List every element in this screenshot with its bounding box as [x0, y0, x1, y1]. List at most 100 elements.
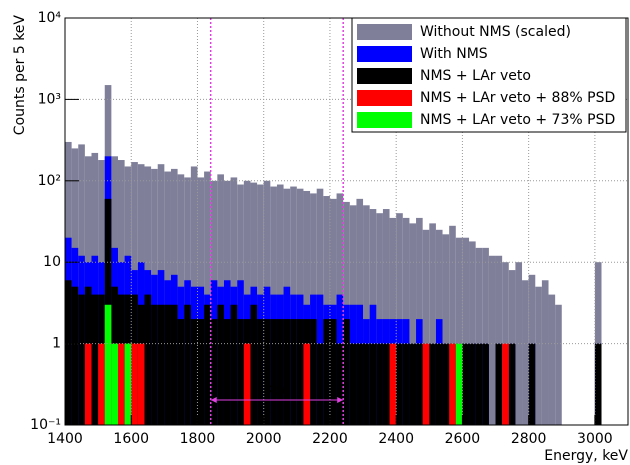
histogram-bar	[144, 294, 152, 425]
histogram-bar	[323, 319, 330, 425]
histogram-bar	[541, 280, 549, 425]
histogram-bar	[283, 319, 291, 425]
histogram-bar	[310, 319, 317, 425]
histogram-bar	[409, 343, 417, 425]
y-tick-label: 10⁻¹	[30, 417, 61, 433]
legend-swatch	[357, 24, 412, 40]
legend-swatch	[357, 46, 412, 62]
histogram-bar	[422, 343, 430, 425]
histogram-bar	[488, 255, 496, 425]
histogram-bar	[217, 304, 224, 425]
histogram-bar	[276, 319, 284, 425]
histogram-bar	[349, 343, 357, 425]
histogram-bar	[455, 343, 463, 425]
histogram-bar	[495, 255, 503, 425]
histogram-bar	[204, 304, 211, 425]
histogram-bar	[237, 319, 244, 425]
y-tick-label: 10³	[38, 91, 61, 107]
histogram-bar	[522, 280, 529, 425]
histogram-bar	[429, 343, 436, 425]
histogram-bar	[343, 319, 350, 425]
histogram-bar	[84, 343, 92, 425]
legend-swatch	[357, 68, 412, 84]
histogram-bar	[263, 319, 271, 425]
histogram-bar	[356, 343, 364, 425]
x-tick-label: 1600	[113, 431, 149, 447]
plot-frame	[64, 17, 629, 426]
histogram-bar	[98, 343, 105, 425]
histogram-bar	[469, 241, 476, 425]
histogram-bar	[475, 343, 483, 425]
x-tick-label: 2200	[312, 431, 348, 447]
x-axis-label: Energy, keV	[544, 448, 628, 464]
histogram-bar	[270, 319, 277, 425]
histogram-bar	[177, 319, 185, 425]
histogram-bar	[223, 319, 231, 425]
histogram-bar	[329, 319, 337, 425]
histogram-bar	[528, 343, 536, 425]
histogram-bar	[475, 247, 483, 425]
histogram-bar	[508, 343, 516, 425]
y-tick-label: 10²	[38, 173, 61, 189]
histogram-bar	[409, 223, 417, 425]
histogram-bar	[482, 343, 489, 425]
histogram-bar	[363, 343, 370, 425]
histogram-bar	[197, 319, 205, 425]
y-axis-label: Counts per 5 keV	[12, 15, 28, 136]
roi-label: ROI	[265, 384, 290, 400]
histogram-bar	[117, 343, 125, 425]
histogram-bar	[210, 319, 218, 425]
x-tick-label: 2800	[511, 431, 547, 447]
histogram-bar	[296, 319, 304, 425]
legend-label: NMS + LAr veto + 88% PSD	[420, 90, 615, 106]
histogram-bar	[290, 319, 297, 425]
x-tick-label: 1800	[180, 431, 216, 447]
histogram-bar	[71, 286, 79, 425]
histogram-bar	[469, 343, 476, 425]
histogram-bar	[250, 304, 258, 425]
histogram-bar	[91, 294, 99, 425]
histogram-bar	[535, 286, 542, 425]
histogram-bar	[462, 343, 470, 425]
histogram-bar	[389, 343, 397, 425]
histogram-bar	[594, 343, 602, 425]
histogram-bar	[455, 237, 463, 425]
legend-label: With NMS	[420, 46, 488, 62]
legend-swatch	[357, 90, 412, 106]
legend-swatch	[357, 112, 412, 128]
histogram-bar	[230, 304, 238, 425]
histogram-bar	[243, 343, 251, 425]
histogram-bar	[78, 294, 85, 425]
x-tick-label: 2400	[378, 431, 414, 447]
histogram-bar	[462, 237, 470, 425]
histogram-bar	[137, 343, 145, 425]
histogram-bar	[170, 304, 178, 425]
legend-label: NMS + LAr veto	[420, 68, 531, 84]
histogram-bar	[449, 225, 456, 425]
histogram-bar	[429, 223, 436, 425]
histogram-bar	[157, 304, 165, 425]
y-tick-label: 1	[52, 336, 61, 352]
histogram-bar	[416, 343, 423, 425]
y-tick-label: 10⁴	[38, 10, 62, 26]
histogram-bar	[382, 343, 390, 425]
histogram-bar	[303, 343, 311, 425]
histogram-bar	[190, 319, 198, 425]
histogram-bar	[422, 229, 430, 425]
histogram-bar	[369, 343, 377, 425]
histogram-bar	[164, 304, 171, 425]
histogram-bar	[336, 343, 344, 425]
histogram-bar	[184, 304, 191, 425]
histogram-bar	[396, 343, 403, 425]
legend-label: Without NMS (scaled)	[420, 24, 571, 40]
histogram-bar	[402, 343, 410, 425]
histogram-bar	[65, 280, 72, 425]
histogram-bar	[316, 343, 324, 425]
histogram-bar	[376, 343, 383, 425]
histogram-bar	[555, 304, 562, 425]
legend-label: NMS + LAr veto + 73% PSD	[420, 112, 615, 128]
histogram-bar	[382, 209, 390, 425]
y-tick-label: 10	[43, 254, 61, 270]
histogram-bar	[363, 205, 370, 425]
histogram-bar	[111, 343, 118, 425]
